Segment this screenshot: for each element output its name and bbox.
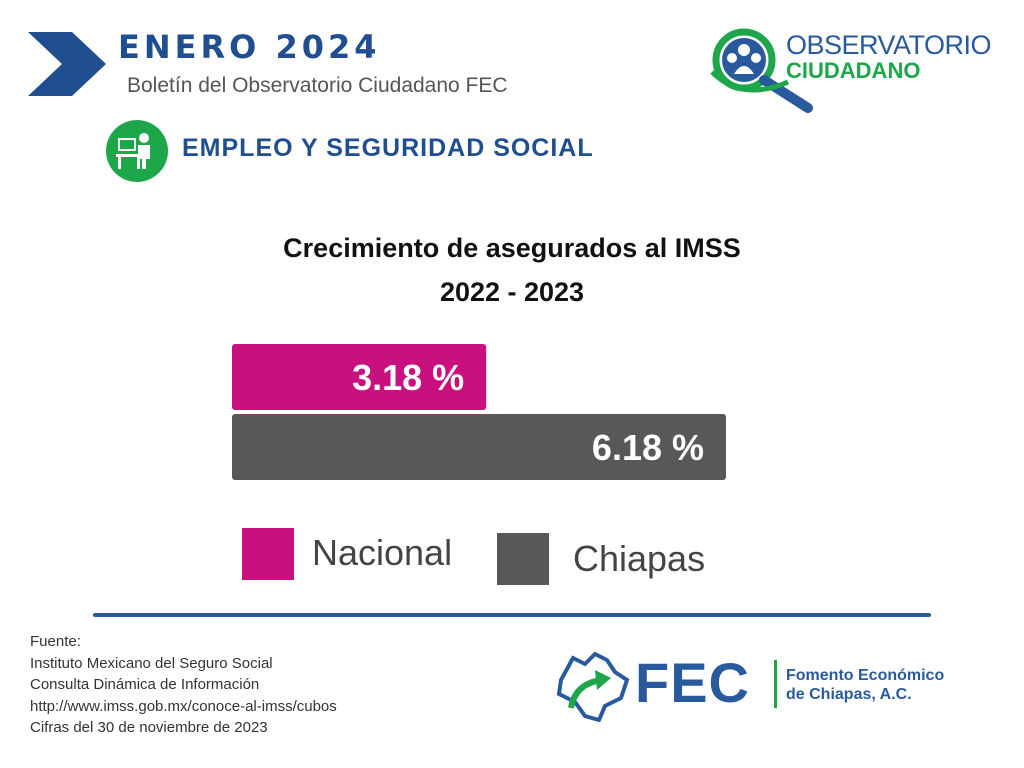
bar-chart: 3.18 % 6.18 % xyxy=(232,344,726,480)
source-line: Fuente: xyxy=(30,633,81,650)
legend-label: Nacional xyxy=(312,532,453,573)
fec-name-line1: Fomento Económico xyxy=(786,667,945,684)
source-line: Consulta Dinámica de Información xyxy=(30,676,260,693)
legend-swatch xyxy=(497,533,549,585)
chart-title: Crecimiento de asegurados al IMSS 2022 -… xyxy=(0,226,1024,314)
fec-separator xyxy=(774,660,777,708)
observatorio-logo-line2: CIUDADANO xyxy=(786,58,921,83)
source-note: Fuente: Instituto Mexicano del Seguro So… xyxy=(30,631,337,739)
fec-name-line2: de Chiapas, A.C. xyxy=(786,686,912,703)
magnifier-people-icon xyxy=(710,28,813,113)
chevron-arrow-icon xyxy=(28,32,106,96)
bar-chiapas xyxy=(232,414,726,480)
source-line: Cifras del 30 de noviembre de 2023 xyxy=(30,719,268,736)
bar-value-label: 3.18 % xyxy=(352,357,464,398)
desk-worker-icon xyxy=(106,120,168,182)
fec-acronym: FEC xyxy=(635,651,750,714)
fec-full-name: Fomento Económico de Chiapas, A.C. xyxy=(786,666,944,704)
legend-label: Chiapas xyxy=(573,538,706,579)
bar-value-label: 6.18 % xyxy=(592,427,704,468)
source-line: http://www.imss.gob.mx/conoce-al-imss/cu… xyxy=(30,697,337,715)
chart-title-text: Crecimiento de asegurados al IMSS xyxy=(283,233,741,263)
chiapas-map-arrow-icon xyxy=(556,651,630,722)
legend-swatch xyxy=(242,528,294,580)
source-line: Instituto Mexicano del Seguro Social xyxy=(30,654,273,672)
divider-line xyxy=(93,613,931,617)
section-title: EMPLEO Y SEGURIDAD SOCIAL xyxy=(182,134,594,162)
observatorio-logo-line1: OBSERVATORIO xyxy=(786,30,992,60)
chart-subtitle: 2022 - 2023 xyxy=(439,277,585,307)
bulletin-subtitle: Boletín del Observatorio Ciudadano FEC xyxy=(127,74,508,97)
bulletin-month: ENERO 2024 xyxy=(118,28,381,66)
bar-nacional xyxy=(232,344,487,410)
